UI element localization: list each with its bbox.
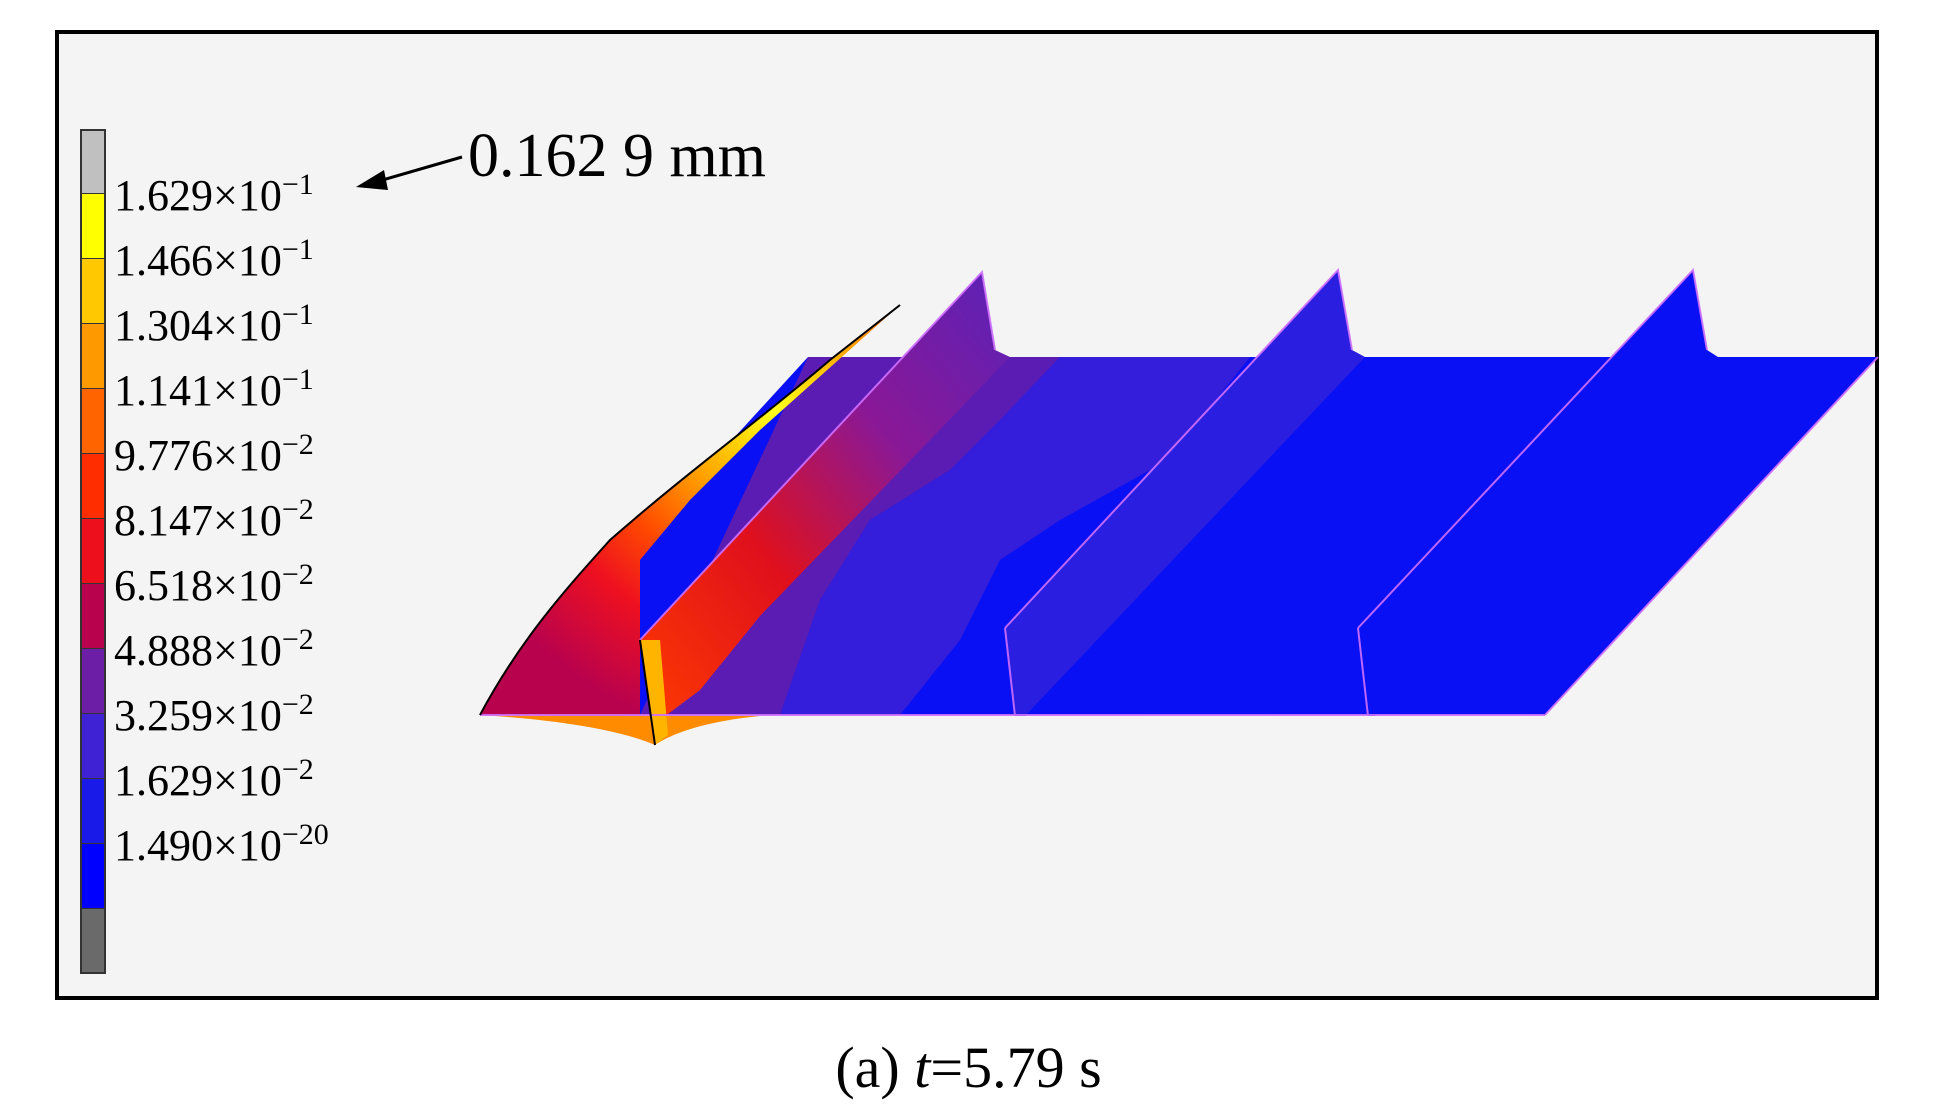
legend-mantissa: 3.259: [114, 691, 213, 740]
legend-mantissa: 6.518: [114, 561, 213, 610]
legend-times: ×10: [213, 301, 282, 350]
legend-swatch: [80, 389, 106, 454]
caption-suffix: =5.79 s: [930, 1035, 1102, 1100]
legend-times: ×10: [213, 626, 282, 675]
legend-exponent: −2: [281, 753, 314, 786]
legend-mantissa: 8.147: [114, 496, 213, 545]
legend-exponent: −1: [281, 233, 314, 266]
legend-tick-label: 9.776×10−2: [114, 430, 314, 480]
color-legend-bar: [80, 129, 106, 974]
stiffener-web-1: [640, 272, 1010, 720]
legend-swatch: [80, 584, 106, 649]
legend-exponent: −2: [281, 558, 314, 591]
legend-times: ×10: [213, 821, 282, 870]
legend-exponent: −20: [281, 818, 329, 851]
legend-exponent: −2: [281, 493, 314, 526]
legend-tick-label: 1.304×10−1: [114, 300, 314, 350]
legend-mantissa: 1.141: [114, 366, 213, 415]
legend-swatch: [80, 714, 106, 779]
legend-exponent: −2: [281, 428, 314, 461]
deformed-flange: [480, 305, 900, 720]
figure-caption: (a) t=5.79 s: [0, 1038, 1937, 1098]
legend-mantissa: 1.490: [114, 821, 213, 870]
legend-mantissa: 1.466: [114, 236, 213, 285]
stiffener-web-3: [1358, 270, 1718, 716]
base-plate-mid-region: [780, 357, 1250, 715]
legend-mantissa: 1.629: [114, 756, 213, 805]
legend-times: ×10: [213, 496, 282, 545]
legend-tick-label: 1.141×10−1: [114, 365, 314, 415]
legend-exponent: −1: [281, 168, 314, 201]
legend-times: ×10: [213, 236, 282, 285]
caption-variable: t: [914, 1035, 931, 1100]
legend-times: ×10: [213, 431, 282, 480]
legend-swatch: [80, 259, 106, 324]
legend-swatch: [80, 194, 106, 259]
legend-tick-label: 6.518×10−2: [114, 560, 314, 610]
outline-lines: [479, 304, 901, 746]
legend-exponent: −2: [281, 688, 314, 721]
legend-tick-label: 3.259×10−2: [114, 690, 314, 740]
legend-tick-label: 1.466×10−1: [114, 235, 314, 285]
caption-prefix: (a): [835, 1035, 915, 1100]
legend-tick-label: 8.147×10−2: [114, 495, 314, 545]
legend-exponent: −1: [281, 298, 314, 331]
legend-mantissa: 1.629: [114, 171, 213, 220]
legend-exponent: −2: [281, 623, 314, 656]
legend-times: ×10: [213, 366, 282, 415]
legend-swatch: [80, 324, 106, 389]
legend-swatch: [80, 129, 106, 194]
legend-swatch: [80, 519, 106, 584]
legend-tick-label: 4.888×10−2: [114, 625, 314, 675]
stiffener-web-2: [1005, 270, 1365, 716]
legend-swatch: [80, 649, 106, 714]
legend-exponent: −1: [281, 363, 314, 396]
flange-lower-lip: [480, 715, 760, 745]
legend-swatch: [80, 454, 106, 519]
annotation-arrowhead: [356, 170, 388, 190]
legend-tick-label: 1.629×10−1: [114, 170, 314, 220]
annotation-arrow-line: [371, 155, 463, 185]
legend-swatch: [80, 909, 106, 974]
legend-swatch: [80, 779, 106, 844]
legend-mantissa: 1.304: [114, 301, 213, 350]
legend-times: ×10: [213, 171, 282, 220]
max-value-annotation: 0.162 9 mm: [468, 122, 766, 190]
legend-tick-label: 1.490×10−20: [114, 820, 329, 870]
legend-times: ×10: [213, 756, 282, 805]
legend-tick-label: 1.629×10−2: [114, 755, 314, 805]
legend-times: ×10: [213, 561, 282, 610]
legend-times: ×10: [213, 691, 282, 740]
stiffener-web-1-hot-edge: [640, 640, 668, 745]
legend-swatch: [80, 844, 106, 909]
legend-mantissa: 4.888: [114, 626, 213, 675]
legend-mantissa: 9.776: [114, 431, 213, 480]
mesh-edge-lines: [480, 267, 1879, 717]
